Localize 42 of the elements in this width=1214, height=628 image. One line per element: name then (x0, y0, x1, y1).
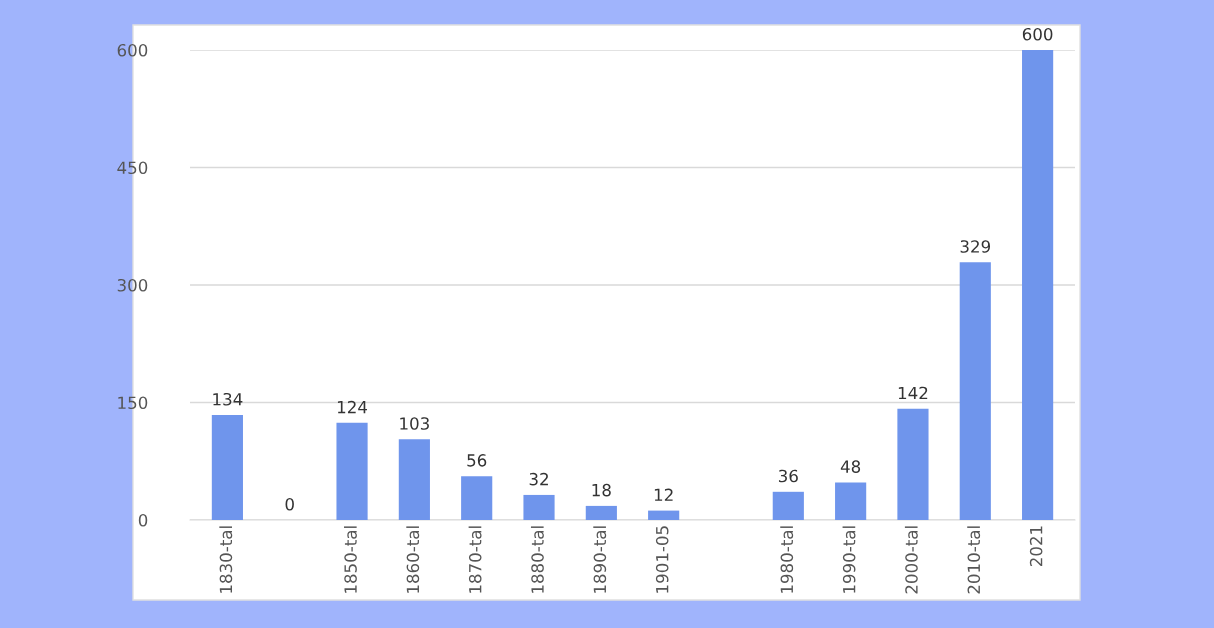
x-tick-label: 1870-tal (468, 526, 482, 593)
data-label: 56 (467, 454, 487, 467)
x-tick-label: 1990-tal (842, 526, 856, 593)
bar (211, 415, 243, 520)
y-tick-label: 450 (117, 161, 148, 175)
x-tick-label: 2000-tal (904, 526, 918, 594)
y-tick-label: 300 (117, 278, 148, 292)
x-tick-label: 1830-tal (219, 526, 233, 593)
bar (959, 262, 991, 520)
data-label: 142 (898, 386, 928, 400)
bar (835, 482, 867, 520)
bar (336, 422, 368, 520)
x-tick-label: 1860-tal (406, 526, 420, 593)
x-tick-label: 1901-05 (655, 526, 669, 593)
x-tick-label: 1890-tal (593, 526, 607, 593)
data-label: 103 (400, 417, 429, 430)
y-tick-label: 150 (118, 396, 148, 410)
y-tick-label: 600 (117, 43, 148, 57)
data-label: 329 (960, 240, 991, 253)
y-tick-label: 0 (138, 513, 148, 527)
bar (1022, 50, 1054, 520)
bar (461, 476, 493, 520)
bar (585, 505, 617, 520)
x-tick-label: 1980-tal (780, 526, 794, 593)
data-label: 12 (654, 488, 673, 501)
x-tick-label: 2021 (1029, 526, 1043, 567)
x-tick-label: 2010-tal (967, 526, 981, 594)
x-tick-label: 1850-tal (343, 526, 357, 593)
x-tick-label: 1880-tal (530, 526, 544, 593)
data-label: 134 (213, 392, 243, 406)
bar (398, 439, 430, 520)
data-label: 48 (840, 460, 861, 473)
bar (648, 510, 680, 520)
data-label: 124 (337, 400, 368, 414)
data-label: 600 (1022, 27, 1053, 41)
data-label: 0 (285, 497, 294, 511)
bar (772, 491, 804, 520)
bar (897, 408, 929, 520)
data-label: 18 (592, 483, 611, 497)
data-label: 32 (529, 472, 548, 486)
data-label: 36 (778, 469, 798, 483)
bar (523, 494, 555, 520)
